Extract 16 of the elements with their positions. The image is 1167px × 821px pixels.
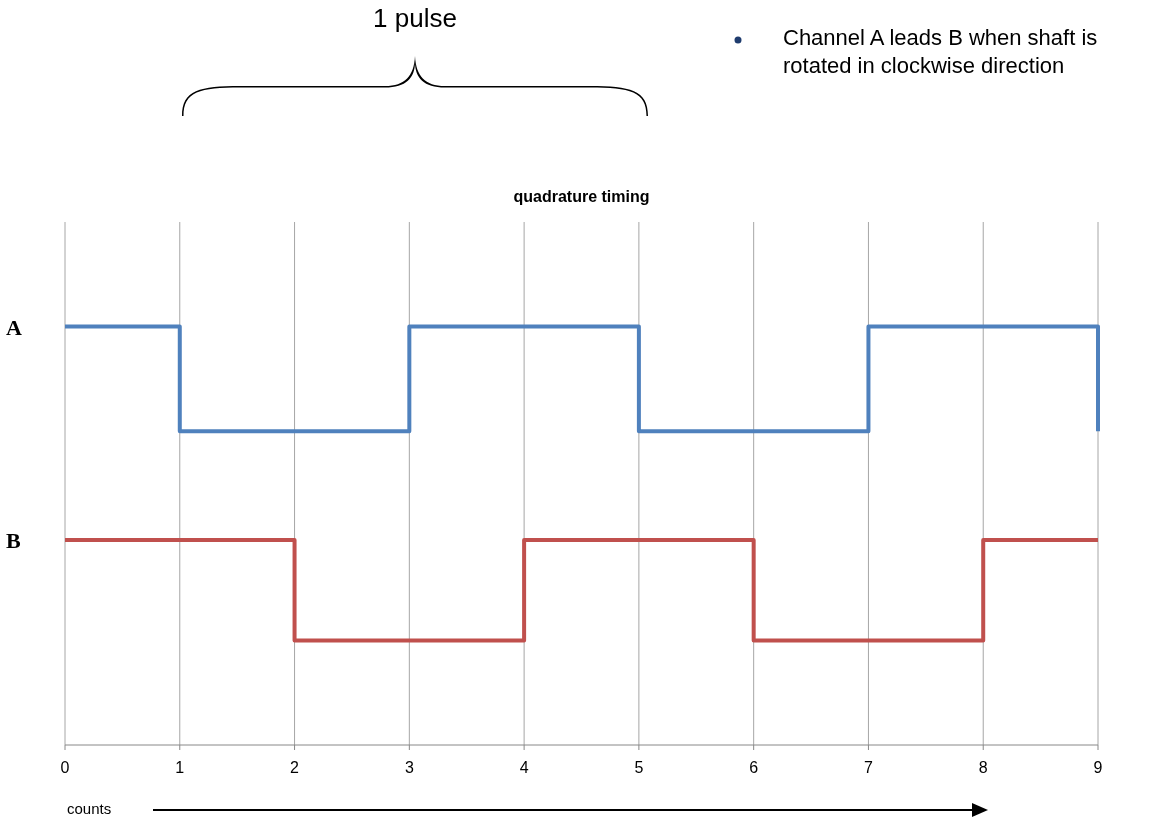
text: 1 pulse [373,3,457,33]
x-tick-label: 6 [749,759,759,776]
x-tick-label: 4 [519,759,529,776]
x-tick-label: 9 [1093,759,1103,776]
series-label: A [6,314,22,340]
text: B [6,527,21,553]
x-tick-label: 8 [978,759,988,776]
text: Channel A leads B when shaft is rotated in clockwise direction [783,25,1098,78]
x-tick-label: 1 [175,759,185,776]
x-tick-label: 3 [404,759,414,776]
x-tick-label: 0 [60,759,70,776]
chart-title: quadrature timing [513,188,650,205]
x-axis-title: counts [67,800,112,817]
x-tick-label: 7 [863,759,873,776]
x-tick-label: 2 [290,759,300,776]
x-tick-label: 5 [634,759,644,776]
